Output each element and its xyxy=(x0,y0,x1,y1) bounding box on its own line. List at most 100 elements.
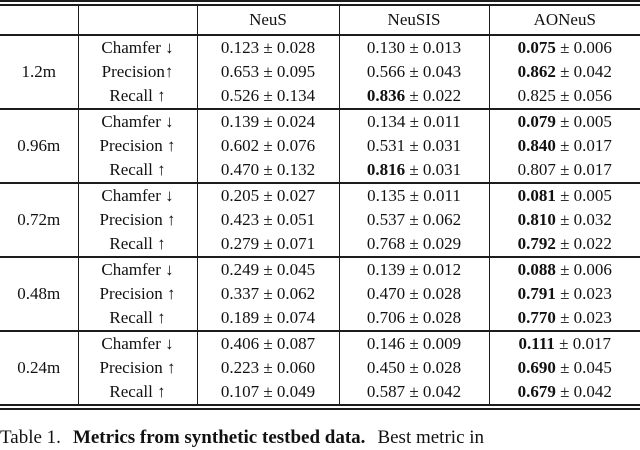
std-value: 0.028 xyxy=(422,308,462,327)
std-value: 0.087 xyxy=(276,334,316,353)
header-row: NeuS NeuSIS AONeuS xyxy=(0,5,640,36)
mean-value: 0.279 xyxy=(220,234,260,253)
value-cell-aoneus: 0.690 ± 0.045 xyxy=(489,356,640,380)
std-value: 0.074 xyxy=(276,308,316,327)
table-row: Recall ↑ 0.526 ± 0.134 0.836 ± 0.022 0.825 … xyxy=(0,84,640,109)
value-cell-neusis: 0.587 ± 0.042 xyxy=(339,380,490,405)
plus-minus: ± xyxy=(259,260,277,279)
plus-minus: ± xyxy=(259,136,277,155)
value-cell-neusis: 0.139 ± 0.012 xyxy=(339,256,490,282)
baseline-label: 0.72m xyxy=(0,182,79,257)
value-cell-aoneus: 0.792 ± 0.022 xyxy=(489,232,640,257)
mean-value: 0.107 xyxy=(220,382,260,401)
std-value: 0.042 xyxy=(422,382,462,401)
std-value: 0.006 xyxy=(573,38,612,57)
std-value: 0.049 xyxy=(276,382,316,401)
plus-minus: ± xyxy=(554,334,573,353)
value-cell-aoneus: 0.791 ± 0.023 xyxy=(489,282,640,306)
plus-minus: ± xyxy=(405,62,423,81)
mean-value: 0.134 xyxy=(367,112,406,131)
plus-minus: ± xyxy=(259,186,277,205)
plus-minus: ± xyxy=(405,260,423,279)
std-value: 0.032 xyxy=(573,210,612,229)
mean-value: 0.205 xyxy=(220,186,260,205)
mean-value: 0.679 xyxy=(517,382,556,401)
metric-label: Chamfer ↓ xyxy=(78,34,198,60)
mean-value: 0.146 xyxy=(366,334,406,353)
plus-minus: ± xyxy=(405,160,423,179)
value-cell-aoneus: 0.081 ± 0.005 xyxy=(489,182,640,208)
std-value: 0.051 xyxy=(276,210,316,229)
value-cell-neus: 0.139 ± 0.024 xyxy=(197,108,340,134)
table-row: Recall ↑ 0.107 ± 0.049 0.587 ± 0.042 0.679 … xyxy=(0,380,640,405)
header-aoneus: AONeuS xyxy=(489,5,640,36)
baseline-label: 0.96m xyxy=(0,108,79,183)
value-cell-neusis: 0.836 ± 0.022 xyxy=(339,84,490,109)
plus-minus: ± xyxy=(259,112,277,131)
plus-minus: ± xyxy=(555,62,574,81)
value-cell-neus: 0.189 ± 0.074 xyxy=(197,306,340,331)
std-value: 0.017 xyxy=(573,136,612,155)
value-cell-aoneus: 0.840 ± 0.017 xyxy=(489,134,640,158)
metric-label: Precision ↑ xyxy=(78,134,198,158)
metric-label: Recall ↑ xyxy=(78,84,198,109)
mean-value: 0.075 xyxy=(517,38,556,57)
std-value: 0.005 xyxy=(573,186,612,205)
plus-minus: ± xyxy=(555,160,574,179)
std-value: 0.031 xyxy=(422,160,462,179)
std-value: 0.028 xyxy=(422,358,462,377)
std-value: 0.023 xyxy=(573,284,612,303)
std-value: 0.045 xyxy=(276,260,316,279)
caption-label: Table 1. xyxy=(0,427,61,448)
metric-label: Chamfer ↓ xyxy=(78,182,198,208)
mean-value: 0.111 xyxy=(518,334,555,353)
plus-minus: ± xyxy=(405,334,423,353)
value-cell-neusis: 0.130 ± 0.013 xyxy=(339,34,490,60)
metric-label: Recall ↑ xyxy=(78,158,198,183)
value-cell-neus: 0.223 ± 0.060 xyxy=(197,356,340,380)
std-value: 0.013 xyxy=(422,38,462,57)
mean-value: 0.450 xyxy=(366,358,406,377)
std-value: 0.029 xyxy=(422,234,462,253)
mean-value: 0.531 xyxy=(366,136,406,155)
plus-minus: ± xyxy=(259,284,277,303)
value-cell-neusis: 0.450 ± 0.028 xyxy=(339,356,490,380)
table-row: 0.96m Chamfer ↓ 0.139 ± 0.024 0.134 ± 0.011… xyxy=(0,108,640,183)
metric-label: Chamfer ↓ xyxy=(78,256,198,282)
plus-minus: ± xyxy=(405,284,423,303)
plus-minus: ± xyxy=(259,160,277,179)
std-value: 0.009 xyxy=(422,334,462,353)
value-cell-neus: 0.653 ± 0.095 xyxy=(197,60,340,84)
plus-minus: ± xyxy=(555,308,574,327)
plus-minus: ± xyxy=(555,284,574,303)
value-cell-neus: 0.406 ± 0.087 xyxy=(197,330,340,356)
value-cell-neus: 0.337 ± 0.062 xyxy=(197,282,340,306)
header-baseline-empty xyxy=(0,5,79,36)
mean-value: 0.123 xyxy=(220,38,260,57)
bottom-outer-rule xyxy=(0,408,640,410)
std-value: 0.071 xyxy=(276,234,316,253)
value-cell-aoneus: 0.111 ± 0.017 xyxy=(489,330,640,356)
std-value: 0.028 xyxy=(276,38,316,57)
plus-minus: ± xyxy=(555,210,574,229)
mean-value: 0.602 xyxy=(220,136,260,155)
value-cell-aoneus: 0.770 ± 0.023 xyxy=(489,306,640,331)
plus-minus: ± xyxy=(259,334,277,353)
mean-value: 0.566 xyxy=(366,62,406,81)
table-row: 0.72m Chamfer ↓ 0.205 ± 0.027 0.135 ± 0.011… xyxy=(0,182,640,257)
value-cell-neus: 0.205 ± 0.027 xyxy=(197,182,340,208)
mean-value: 0.139 xyxy=(366,260,406,279)
std-value: 0.022 xyxy=(422,86,462,105)
plus-minus: ± xyxy=(405,136,423,155)
mean-value: 0.810 xyxy=(517,210,556,229)
value-cell-neus: 0.107 ± 0.049 xyxy=(197,380,340,405)
mean-value: 0.768 xyxy=(366,234,406,253)
mean-value: 0.653 xyxy=(220,62,260,81)
mean-value: 0.862 xyxy=(517,62,556,81)
value-cell-aoneus: 0.075 ± 0.006 xyxy=(489,34,640,60)
value-cell-aoneus: 0.825 ± 0.056 xyxy=(489,84,640,109)
plus-minus: ± xyxy=(555,234,574,253)
mean-value: 0.770 xyxy=(517,308,556,327)
value-cell-neusis: 0.470 ± 0.028 xyxy=(339,282,490,306)
table-header: NeuS NeuSIS AONeuS xyxy=(0,5,640,36)
